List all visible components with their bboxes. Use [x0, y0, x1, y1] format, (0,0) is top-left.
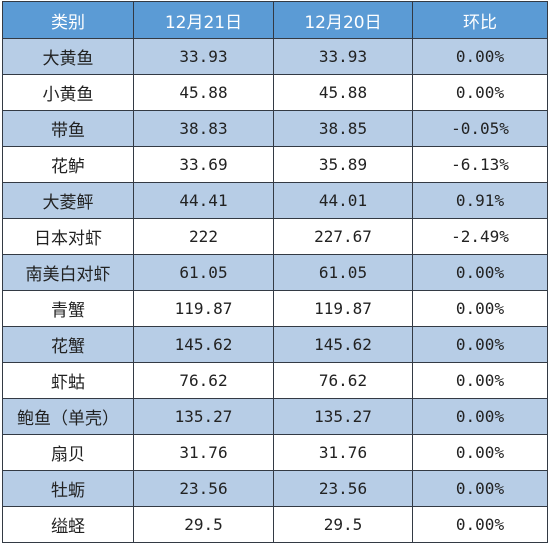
price-dec20-cell: 145.62 [273, 326, 413, 363]
category-cell: 花蟹 [2, 326, 134, 363]
table-row: 牡蛎 23.56 23.56 0.00% [2, 470, 548, 507]
price-dec20-cell: 135.27 [273, 398, 413, 435]
price-dec21-cell: 135.27 [133, 398, 274, 435]
header-change: 环比 [412, 1, 548, 39]
table-row: 缢蛏 29.5 29.5 0.00% [2, 506, 548, 543]
category-cell: 小黄鱼 [2, 74, 134, 111]
price-dec21-cell: 29.5 [133, 506, 274, 543]
price-dec20-cell: 119.87 [273, 290, 413, 327]
change-cell: 0.00% [412, 254, 548, 291]
price-dec21-cell: 76.62 [133, 362, 274, 399]
price-dec21-cell: 45.88 [133, 74, 274, 111]
price-dec20-cell: 23.56 [273, 470, 413, 507]
category-cell: 鲍鱼（单壳） [2, 398, 134, 435]
price-dec20-cell: 61.05 [273, 254, 413, 291]
price-dec20-cell: 29.5 [273, 506, 413, 543]
table-row: 南美白对虾 61.05 61.05 0.00% [2, 254, 548, 291]
change-cell: 0.00% [412, 326, 548, 363]
category-cell: 缢蛏 [2, 506, 134, 543]
price-dec21-cell: 38.83 [133, 110, 274, 147]
category-cell: 虾蛄 [2, 362, 134, 399]
change-cell: 0.00% [412, 434, 548, 471]
price-dec20-cell: 76.62 [273, 362, 413, 399]
change-cell: 0.00% [412, 398, 548, 435]
price-dec21-cell: 23.56 [133, 470, 274, 507]
price-dec21-cell: 33.69 [133, 146, 274, 183]
table-row: 日本对虾 222 227.67 -2.49% [2, 218, 548, 255]
price-dec20-cell: 227.67 [273, 218, 413, 255]
price-dec21-cell: 44.41 [133, 182, 274, 219]
price-dec21-cell: 61.05 [133, 254, 274, 291]
price-dec20-cell: 44.01 [273, 182, 413, 219]
category-cell: 青蟹 [2, 290, 134, 327]
price-dec20-cell: 33.93 [273, 38, 413, 75]
change-cell: 0.00% [412, 362, 548, 399]
change-cell: 0.91% [412, 182, 548, 219]
category-cell: 牡蛎 [2, 470, 134, 507]
price-dec21-cell: 222 [133, 218, 274, 255]
change-cell: 0.00% [412, 38, 548, 75]
category-cell: 日本对虾 [2, 218, 134, 255]
table-row: 青蟹 119.87 119.87 0.00% [2, 290, 548, 327]
header-date-dec21: 12月21日 [133, 1, 274, 39]
table-row: 大菱鲆 44.41 44.01 0.91% [2, 182, 548, 219]
table-row: 带鱼 38.83 38.85 -0.05% [2, 110, 548, 147]
category-cell: 扇贝 [2, 434, 134, 471]
table-row: 花鲈 33.69 35.89 -6.13% [2, 146, 548, 183]
price-dec20-cell: 35.89 [273, 146, 413, 183]
table-row: 大黄鱼 33.93 33.93 0.00% [2, 38, 548, 75]
change-cell: 0.00% [412, 290, 548, 327]
price-dec20-cell: 45.88 [273, 74, 413, 111]
category-cell: 带鱼 [2, 110, 134, 147]
price-dec20-cell: 38.85 [273, 110, 413, 147]
price-dec21-cell: 119.87 [133, 290, 274, 327]
change-cell: 0.00% [412, 74, 548, 111]
category-cell: 花鲈 [2, 146, 134, 183]
category-cell: 南美白对虾 [2, 254, 134, 291]
table-row: 扇贝 31.76 31.76 0.00% [2, 434, 548, 471]
table-row: 虾蛄 76.62 76.62 0.00% [2, 362, 548, 399]
table-row: 鲍鱼（单壳） 135.27 135.27 0.00% [2, 398, 548, 435]
table-header-row: 类别 12月21日 12月20日 环比 [2, 1, 548, 39]
price-dec21-cell: 31.76 [133, 434, 274, 471]
header-category: 类别 [2, 1, 134, 39]
category-cell: 大菱鲆 [2, 182, 134, 219]
price-dec20-cell: 31.76 [273, 434, 413, 471]
category-cell: 大黄鱼 [2, 38, 134, 75]
price-table: 类别 12月21日 12月20日 环比 大黄鱼 33.93 33.93 0.00… [2, 1, 548, 543]
change-cell: 0.00% [412, 506, 548, 543]
price-dec21-cell: 33.93 [133, 38, 274, 75]
table-row: 小黄鱼 45.88 45.88 0.00% [2, 74, 548, 111]
change-cell: -0.05% [412, 110, 548, 147]
change-cell: 0.00% [412, 470, 548, 507]
table-row: 花蟹 145.62 145.62 0.00% [2, 326, 548, 363]
change-cell: -2.49% [412, 218, 548, 255]
change-cell: -6.13% [412, 146, 548, 183]
price-dec21-cell: 145.62 [133, 326, 274, 363]
header-date-dec20: 12月20日 [273, 1, 413, 39]
